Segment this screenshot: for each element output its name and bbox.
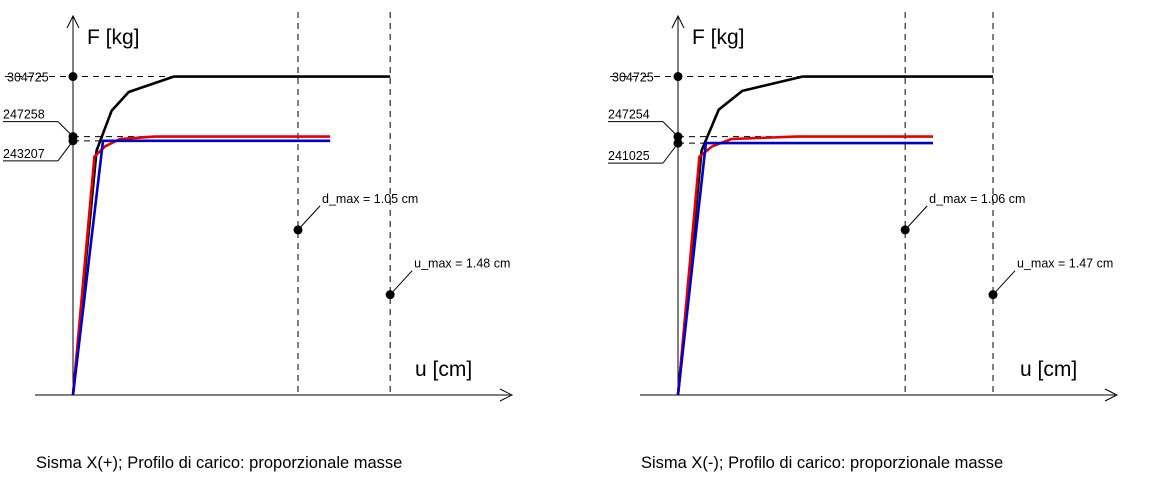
y-axis-arrow: [671, 14, 685, 29]
umax-leader: [389, 270, 413, 296]
y-tick-label: 247258: [3, 108, 45, 122]
y-tick-label: 304725: [7, 71, 49, 85]
chart-panel-positive: F [kg] u [cm] 304725 247258 243207 d_max = 1.…: [3, 12, 514, 472]
umax-label: u_max = 1.48 cm: [414, 257, 510, 271]
umax-label: u_max = 1.47 cm: [1017, 257, 1113, 271]
dmax-label: d_max = 1.06 cm: [929, 192, 1025, 206]
capacity-curve-black: [676, 75, 993, 396]
capacity-curve-red: [71, 135, 331, 396]
y-tick-label: 304725: [612, 71, 654, 85]
dmax-label: d_max = 1.05 cm: [322, 192, 418, 206]
chart-caption: Sisma X(-); Profilo di carico: proporzio…: [641, 454, 1003, 472]
chart-panel-negative: F [kg] u [cm] 304725 247254 241025 d_max = 1.…: [608, 12, 1119, 472]
umax-leader: [992, 270, 1016, 296]
x-axis-arrow: [1104, 388, 1119, 402]
x-axis-label: u [cm]: [415, 358, 472, 381]
x-axis-arrow: [499, 388, 514, 402]
y-tick-dot: [673, 138, 683, 148]
y-tick-dot: [673, 132, 683, 142]
y-tick-dot: [673, 72, 683, 82]
bilinear-curve-blue: [71, 139, 331, 396]
y-tick-label: 241025: [608, 149, 650, 163]
y-axis-arrow: [66, 14, 80, 29]
y-tick-dot: [68, 72, 78, 82]
capacity-curve-red: [676, 135, 933, 396]
capacity-curve-black: [71, 75, 391, 396]
chart-caption: Sisma X(+); Profilo di carico: proporzio…: [36, 454, 402, 472]
y-axis-label: F [kg]: [692, 26, 745, 49]
x-axis-label: u [cm]: [1020, 358, 1077, 381]
dmax-leader: [904, 205, 928, 231]
y-tick-label: 243207: [3, 147, 45, 161]
dmax-leader: [297, 205, 321, 231]
y-tick-label: 247254: [608, 108, 650, 122]
y-axis-label: F [kg]: [87, 26, 140, 49]
bilinear-curve-blue: [676, 141, 933, 396]
y-tick-dot: [68, 136, 78, 146]
